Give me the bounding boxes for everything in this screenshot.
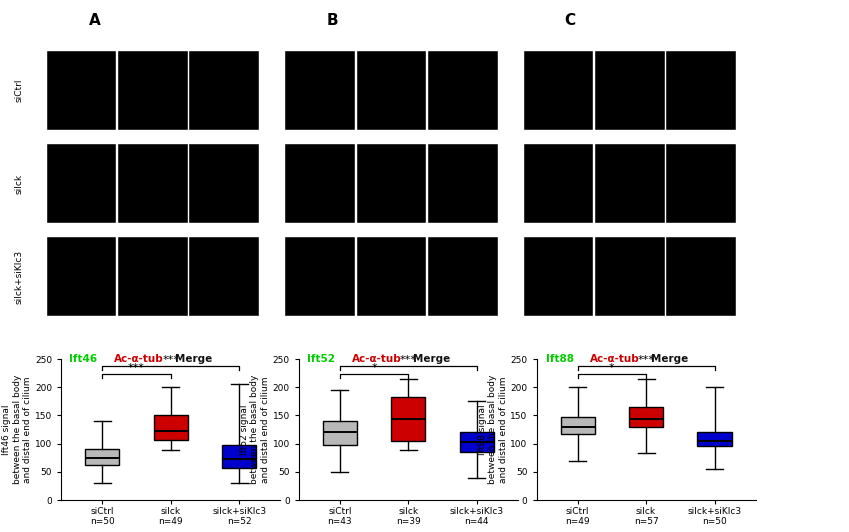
Text: A: A <box>89 13 101 28</box>
Text: silck+siKlc3: silck+siKlc3 <box>14 250 23 304</box>
PathPatch shape <box>629 407 663 427</box>
PathPatch shape <box>560 417 595 434</box>
Text: *: * <box>371 363 377 373</box>
Text: B: B <box>327 13 339 28</box>
Y-axis label: Ift88 signal
between the basal body
and distal end of cilium: Ift88 signal between the basal body and … <box>478 375 508 484</box>
Y-axis label: Ift52 signal
between the basal body
and distal end of cilium: Ift52 signal between the basal body and … <box>240 375 270 484</box>
Text: C: C <box>565 13 576 28</box>
PathPatch shape <box>459 433 494 452</box>
Text: Ift52: Ift52 <box>307 354 335 364</box>
PathPatch shape <box>391 397 425 441</box>
Text: ***: *** <box>128 363 145 373</box>
PathPatch shape <box>85 450 120 464</box>
Y-axis label: Ift46 signal
between the basal body
and distal end of cilium: Ift46 signal between the basal body and … <box>3 375 32 484</box>
Text: ***: *** <box>638 355 655 365</box>
Text: Merge: Merge <box>651 354 689 364</box>
Text: Ift46: Ift46 <box>69 354 98 364</box>
PathPatch shape <box>697 433 732 446</box>
Text: Ac-α-tub: Ac-α-tub <box>590 354 639 364</box>
Text: siCtrl: siCtrl <box>14 79 23 102</box>
Text: Ac-α-tub: Ac-α-tub <box>352 354 402 364</box>
Text: *: * <box>609 363 615 373</box>
Text: Ift88: Ift88 <box>547 354 574 364</box>
PathPatch shape <box>222 445 256 468</box>
Text: ***: *** <box>162 355 179 365</box>
Text: silck: silck <box>14 173 23 194</box>
PathPatch shape <box>323 421 357 445</box>
Text: Merge: Merge <box>175 354 212 364</box>
Text: Merge: Merge <box>413 354 450 364</box>
PathPatch shape <box>154 415 188 440</box>
Text: Ac-α-tub: Ac-α-tub <box>114 354 163 364</box>
Text: ***: *** <box>400 355 417 365</box>
